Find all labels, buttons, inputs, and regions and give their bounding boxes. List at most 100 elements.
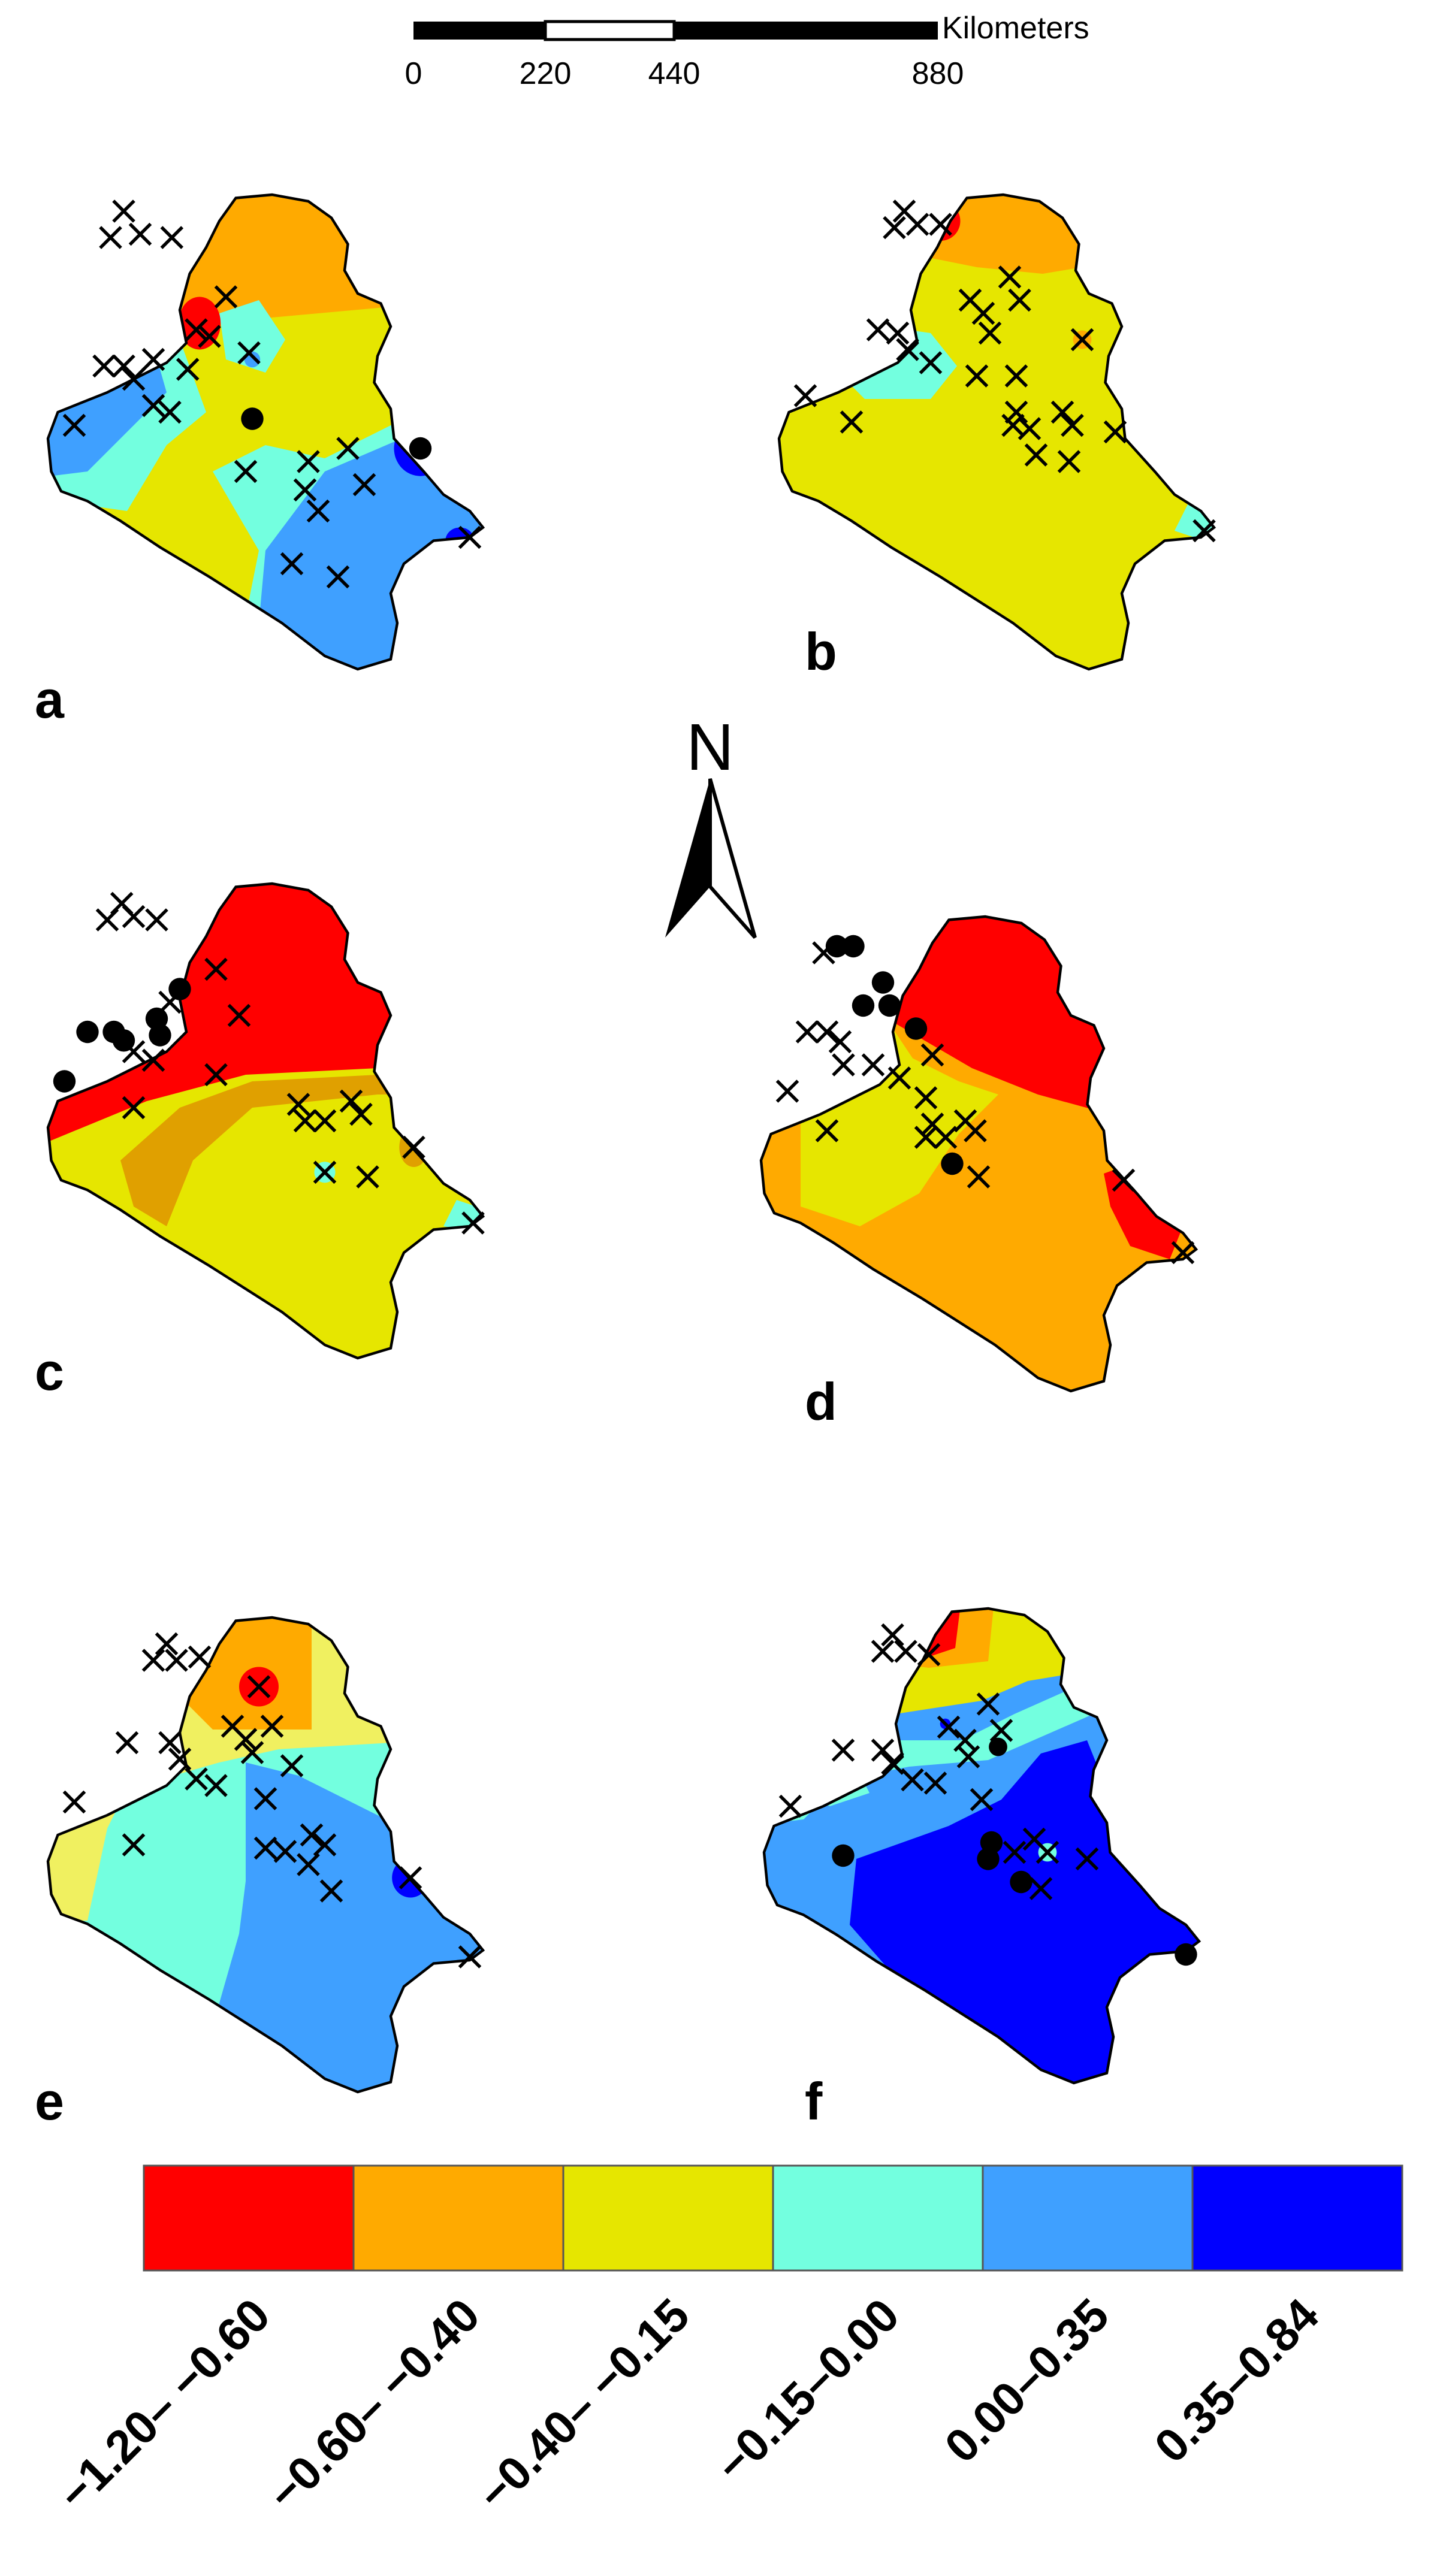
significant-station-icon	[53, 1070, 76, 1093]
non-significant-station-icon	[168, 1747, 192, 1771]
non-significant-station-icon	[871, 1640, 895, 1663]
non-significant-station-icon	[204, 1063, 228, 1087]
non-significant-station-icon	[280, 1754, 304, 1777]
non-significant-station-icon	[214, 285, 238, 309]
significant-station-icon	[1175, 1943, 1197, 1966]
non-significant-station-icon	[970, 1788, 994, 1812]
scale-tick-440: 440	[648, 56, 701, 91]
legend-label-3: −0.40– −0.15	[467, 2288, 699, 2520]
non-significant-station-icon	[861, 1053, 885, 1077]
legend-label-1: −1.20– −0.60	[48, 2288, 280, 2520]
scale-tick-880: 880	[912, 56, 964, 91]
scale-bar-segment-3	[674, 22, 938, 40]
significant-station-icon	[871, 971, 895, 994]
non-significant-station-icon	[234, 1728, 258, 1751]
map-b-fill	[779, 195, 1215, 670]
non-significant-station-icon	[352, 473, 376, 497]
non-significant-station-icon	[297, 1853, 320, 1876]
non-significant-station-icon	[775, 1080, 799, 1103]
legend-swatch-2	[352, 2164, 564, 2272]
non-significant-station-icon	[976, 1692, 1000, 1716]
non-significant-station-icon	[339, 1089, 363, 1113]
non-significant-station-icon	[883, 216, 906, 240]
non-significant-station-icon	[1050, 400, 1074, 424]
non-significant-station-icon	[398, 1866, 422, 1889]
non-significant-station-icon	[1070, 328, 1094, 352]
non-significant-station-icon	[793, 384, 817, 407]
non-significant-station-icon	[300, 1823, 324, 1847]
non-significant-station-icon	[62, 413, 86, 437]
non-significant-station-icon	[461, 1211, 485, 1235]
stations-f	[778, 1623, 1197, 1966]
non-significant-station-icon	[1003, 1840, 1027, 1864]
scale-bar: Kilometers 0 220 440 880	[405, 11, 1089, 91]
non-significant-station-icon	[989, 1719, 1013, 1742]
non-significant-station-icon	[1061, 413, 1084, 437]
non-significant-station-icon	[458, 1945, 482, 1969]
panel-label-c: c	[35, 1342, 64, 1401]
legend-label-4: −0.15–0.00	[705, 2288, 909, 2492]
legend-swatch-5	[982, 2164, 1194, 2272]
significant-station-icon	[168, 978, 191, 1000]
non-significant-station-icon	[326, 565, 350, 589]
non-significant-station-icon	[155, 1632, 179, 1656]
non-significant-station-icon	[204, 957, 228, 981]
non-significant-station-icon	[778, 1794, 802, 1818]
non-significant-station-icon	[336, 437, 360, 460]
non-significant-station-icon	[237, 341, 261, 365]
non-significant-station-icon	[141, 347, 165, 371]
significant-station-icon	[878, 994, 901, 1017]
non-significant-station-icon	[402, 1135, 425, 1159]
non-significant-station-icon	[956, 1745, 980, 1768]
north-arrow: N	[665, 710, 757, 939]
non-significant-station-icon	[160, 226, 184, 249]
non-significant-station-icon	[234, 459, 258, 483]
non-significant-station-icon	[1103, 420, 1127, 444]
panel-label-a: a	[35, 670, 65, 729]
legend-swatch-4	[772, 2164, 984, 2272]
significant-station-icon	[842, 935, 865, 958]
legend: −1.20– −0.60−0.60– −0.40−0.40– −0.15 −0.1…	[48, 2164, 1403, 2520]
north-label: N	[686, 710, 733, 784]
non-significant-station-icon	[141, 1048, 165, 1072]
non-significant-station-icon	[1192, 519, 1216, 543]
panel-label-f: f	[805, 2072, 823, 2131]
non-significant-station-icon	[866, 318, 890, 341]
scale-tick-0: 0	[405, 56, 422, 91]
non-significant-station-icon	[1004, 364, 1028, 388]
non-significant-station-icon	[356, 1165, 379, 1189]
non-significant-station-icon	[306, 499, 330, 523]
non-significant-station-icon	[934, 1126, 958, 1149]
significant-station-icon	[941, 1152, 964, 1175]
non-significant-station-icon	[964, 1119, 987, 1142]
scale-tick-220: 220	[520, 56, 572, 91]
non-significant-station-icon	[176, 358, 200, 381]
non-significant-station-icon	[99, 226, 122, 249]
non-significant-station-icon	[293, 1109, 317, 1133]
map-c-fill	[48, 884, 484, 1359]
non-significant-station-icon	[1004, 400, 1028, 424]
non-significant-station-icon	[145, 908, 168, 932]
non-significant-station-icon	[280, 552, 304, 576]
panel-label-b: b	[805, 622, 837, 681]
non-significant-station-icon	[62, 1790, 86, 1814]
non-significant-station-icon	[313, 1160, 337, 1184]
non-significant-station-icon	[115, 1731, 139, 1755]
non-significant-station-icon	[901, 1768, 924, 1792]
non-significant-station-icon	[920, 1043, 944, 1067]
non-significant-station-icon	[894, 1640, 917, 1663]
non-significant-station-icon	[914, 1126, 938, 1149]
scale-bar-unit: Kilometers	[942, 11, 1089, 46]
significant-station-icon	[989, 1737, 1007, 1756]
non-significant-station-icon	[92, 354, 116, 378]
non-significant-station-icon	[313, 1109, 337, 1133]
map-panel-c	[35, 870, 485, 1384]
non-significant-station-icon	[204, 1774, 228, 1797]
non-significant-station-icon	[881, 1752, 904, 1775]
non-significant-station-icon	[929, 213, 952, 236]
non-significant-station-icon	[122, 1833, 146, 1857]
non-significant-station-icon	[971, 301, 995, 325]
non-significant-station-icon	[240, 1741, 264, 1764]
non-significant-station-icon	[185, 318, 208, 341]
map-panel-d	[748, 903, 1381, 1417]
